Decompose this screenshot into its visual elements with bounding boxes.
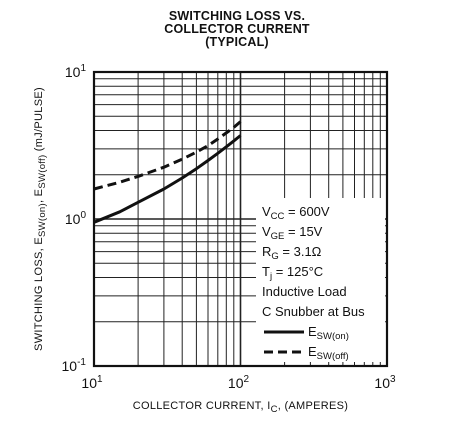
condition-text: Inductive Load — [262, 284, 347, 299]
legend-entry-label: ESW(on) — [308, 324, 349, 342]
condition-text: C Snubber at Bus — [262, 304, 365, 319]
chart-title-line-2: COLLECTOR CURRENT — [164, 22, 310, 36]
legend: VCC = 600V VGE = 15V RG = 3.1Ω Tj = 125°C In… — [256, 198, 385, 362]
y-tick-label: 101 — [65, 63, 87, 80]
chart-title-line-1: SWITCHING LOSS VS. — [168, 9, 306, 23]
x-tick-label: 102 — [228, 374, 250, 391]
series-esw-off-line — [93, 120, 242, 191]
x-axis-label: COLLECTOR CURRENT, IC, (AMPERES) — [133, 400, 349, 415]
plot-frame — [92, 70, 389, 368]
condition-text: Tj = 125°C — [262, 264, 323, 282]
y-axis-label: SWITCHING LOSS, ESW(on), ESW(off) (mJ/PU… — [33, 87, 48, 351]
chart-title-line-3: (TYPICAL) — [205, 35, 269, 49]
series-esw-on-line — [93, 134, 242, 224]
series-layer — [93, 120, 242, 224]
tick-labels: 101 102 103 101 100 10-1 — [62, 63, 396, 391]
y-tick-label: 10-1 — [62, 357, 87, 374]
x-tick-label: 103 — [374, 374, 396, 391]
condition-text: VGE = 15V — [262, 224, 323, 242]
condition-text: VCC = 600V — [262, 204, 330, 222]
legend-background — [256, 198, 385, 362]
y-tick-label: 100 — [65, 210, 87, 227]
x-tick-label: 101 — [81, 374, 103, 391]
condition-text: RG = 3.1Ω — [262, 244, 322, 262]
legend-entry-label: ESW(off) — [308, 344, 349, 362]
